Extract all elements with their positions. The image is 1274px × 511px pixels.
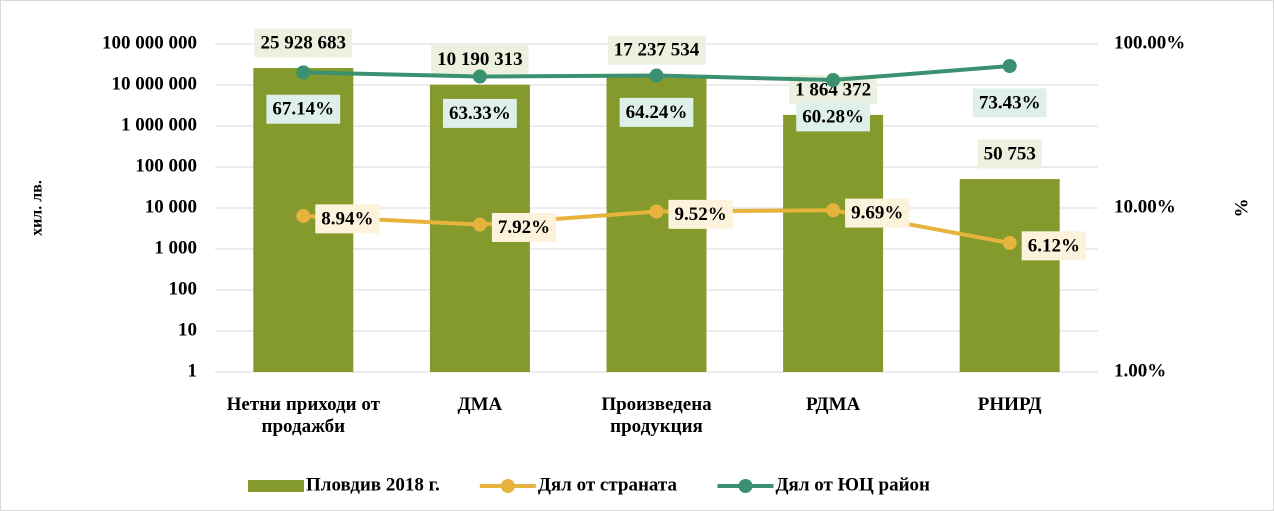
x-tick-label: РДМА [805,394,861,415]
y-tick-label: 100 [169,278,198,299]
data-label-box [431,45,529,75]
data-label-box [619,97,694,127]
data-label-box [668,199,733,229]
data-label-box [607,35,706,65]
data-label-box [266,94,341,124]
data-label: 64.24% [626,102,688,123]
data-label: 1 864 372 [795,79,871,100]
y-tick-label: 10 000 [145,196,197,217]
data-label-box [845,198,910,228]
data-label: 7.92% [498,217,550,238]
data-label: 73.43% [979,92,1041,113]
line-point [826,73,841,88]
data-label: 8.94% [321,208,373,229]
y-tick-label: 10 000 000 [112,73,198,94]
bar [783,114,884,372]
x-tick-label: ДМА [457,394,503,415]
line-point [826,203,841,218]
legend-label: Дял от ЮЦ район [775,474,930,495]
line-point [649,204,664,219]
y2-tick-label: 10.00% [1114,196,1176,217]
data-label: 50 753 [984,143,1036,164]
bar [959,179,1060,372]
y-tick-label: 1 000 000 [121,114,197,135]
data-label-box [254,28,353,58]
line-point [472,69,487,84]
data-label-box [977,139,1042,169]
data-label-box [315,204,380,234]
data-label: 60.28% [802,106,864,127]
y-tick-label: 100 000 000 [102,32,197,53]
legend-swatch [248,480,304,492]
data-label-box [443,98,517,128]
y2-axis-title: % [1231,199,1252,218]
y-tick-label: 1 [188,360,198,381]
x-tick-label: Произведена продукция [601,394,712,437]
data-label: 25 928 683 [261,32,347,53]
legend-swatch-point [500,479,515,493]
y-tick-label: 10 [178,319,197,340]
data-label-box [796,102,870,132]
line-point [649,68,664,83]
line-point [1002,235,1017,250]
data-label: 67.14% [272,99,334,120]
legend-swatch-point [738,479,753,493]
line-point [472,217,487,232]
x-tick-label: РНИРД [977,394,1042,415]
data-label-box [972,88,1047,118]
data-label-box [491,212,557,242]
data-label-box [1021,231,1086,261]
line-point [1002,58,1017,73]
data-label: 17 237 534 [614,40,700,61]
data-label: 9.52% [675,204,727,225]
legend-label: Пловдив 2018 г. [306,474,440,495]
y2-tick-label: 100.00% [1114,32,1185,53]
data-label: 63.33% [449,103,511,124]
y-tick-label: 1 000 [154,237,197,258]
data-label: 9.69% [851,203,903,224]
legend-label: Дял от страната [538,474,678,495]
line-point [296,65,311,80]
data-label: 6.12% [1028,235,1080,256]
data-label: 10 190 313 [437,49,523,70]
y-axis-title: хил. лв. [29,180,46,236]
x-tick-label: Нетни приходи от продажби [226,394,380,437]
line-point [296,208,311,223]
y2-tick-label: 1.00% [1114,360,1166,381]
y-tick-label: 100 000 [135,155,197,176]
